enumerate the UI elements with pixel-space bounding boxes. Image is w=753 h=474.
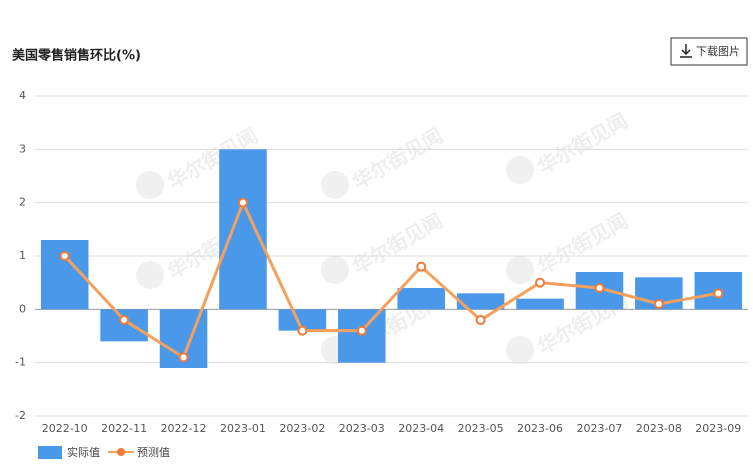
- legend-swatch: [38, 446, 62, 459]
- watermark-logo: [136, 261, 164, 289]
- y-tick-label: 4: [19, 89, 26, 102]
- point: [475, 315, 486, 325]
- y-tick-label: -2: [15, 409, 26, 422]
- x-tick-label: 2023-08: [636, 422, 682, 435]
- x-tick-label: 2023-02: [279, 422, 325, 435]
- point: [653, 299, 664, 309]
- bar: [100, 309, 148, 342]
- legend-label: 预测值: [137, 446, 170, 459]
- watermark-logo: [506, 336, 534, 364]
- y-tick-label: 3: [19, 142, 26, 155]
- watermark-logo: [506, 256, 534, 284]
- point: [416, 261, 427, 272]
- x-tick-label: 2023-04: [398, 422, 444, 435]
- watermark: 华尔街见闻: [348, 208, 447, 279]
- download-label[interactable]: 下载图片: [696, 45, 740, 58]
- bar: [516, 298, 564, 310]
- point: [178, 352, 189, 363]
- point: [594, 283, 605, 293]
- point: [237, 197, 248, 208]
- x-tick-label: 2022-12: [161, 422, 207, 435]
- chart-title: 美国零售销售环比(%): [12, 48, 141, 64]
- bar: [278, 309, 327, 331]
- point: [119, 315, 130, 325]
- y-tick-label: -1: [15, 356, 26, 369]
- x-tick-label: 2022-11: [101, 422, 147, 435]
- point: [535, 277, 546, 288]
- bar: [219, 149, 267, 310]
- x-tick-label: 2023-03: [339, 422, 385, 435]
- x-tick-label: 2022-10: [42, 422, 88, 435]
- x-tick-label: 2023-06: [517, 422, 563, 435]
- bar: [338, 309, 386, 363]
- watermark: 华尔街见闻: [533, 108, 632, 179]
- line: [63, 198, 719, 360]
- bar: [397, 288, 445, 310]
- legend-label: 实际值: [67, 445, 100, 459]
- x-tick-label: 2023-09: [695, 422, 741, 435]
- point: [59, 251, 70, 261]
- point: [297, 325, 308, 336]
- watermark-logo: [321, 171, 349, 199]
- x-tick-label: 2023-07: [576, 422, 622, 435]
- plot: -2 -1 0 1 2 3 4 2022-10 2022-11 2022-12 2023-01 202…: [15, 89, 748, 435]
- x-tick-label: 2023-01: [220, 422, 266, 435]
- x-tick-label: 2023-05: [458, 422, 504, 435]
- watermark-logo: [506, 156, 534, 184]
- y-tick-label: 2: [19, 196, 26, 209]
- download-icon: [680, 44, 692, 58]
- watermark: 华尔街见闻: [348, 123, 447, 194]
- watermark: 华尔街见闻: [533, 208, 632, 279]
- watermark-logo: [321, 256, 349, 284]
- point: [713, 288, 724, 299]
- legend-swatch: [117, 448, 125, 456]
- bar: [456, 293, 505, 310]
- point: [356, 325, 367, 336]
- watermark-logo: [136, 171, 164, 199]
- legend: 实际值 预测值: [38, 445, 170, 459]
- y-tick-label: 1: [19, 249, 26, 262]
- y-tick-label: 0: [19, 302, 26, 315]
